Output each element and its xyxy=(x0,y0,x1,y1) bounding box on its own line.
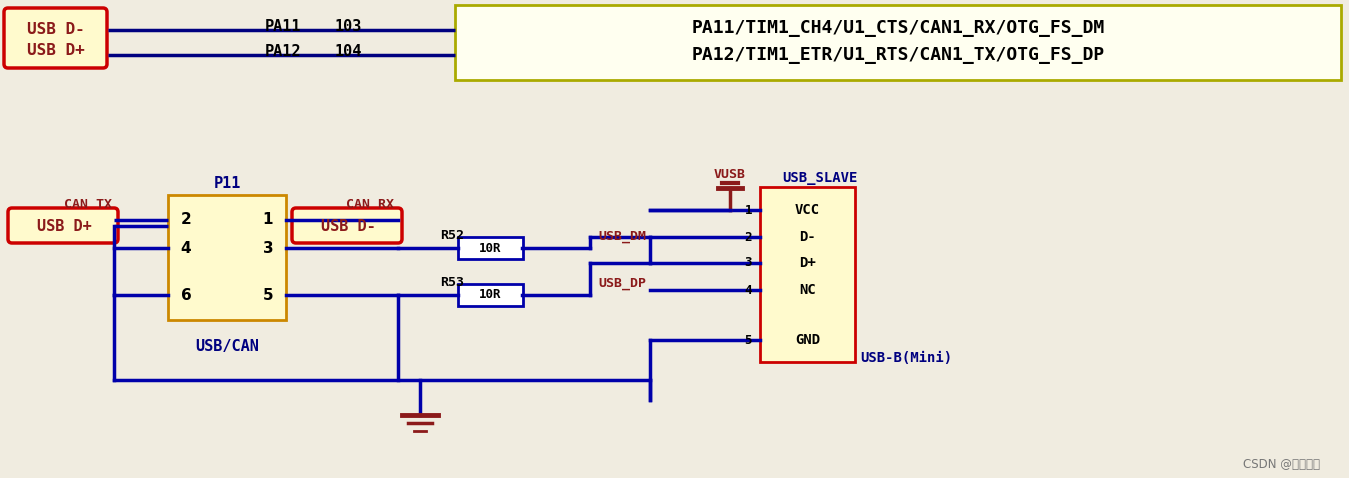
Bar xyxy=(759,187,855,362)
Text: 4: 4 xyxy=(745,283,751,296)
Text: VUSB: VUSB xyxy=(714,169,746,182)
Text: 1: 1 xyxy=(745,204,751,217)
Text: CAN RX: CAN RX xyxy=(345,198,394,211)
Text: USB-B(Mini): USB-B(Mini) xyxy=(861,351,952,365)
Text: USB_SLAVE: USB_SLAVE xyxy=(782,171,858,185)
Text: PA11/TIM1_CH4/U1_CTS/CAN1_RX/OTG_FS_DM: PA11/TIM1_CH4/U1_CTS/CAN1_RX/OTG_FS_DM xyxy=(692,19,1105,37)
Bar xyxy=(459,237,523,259)
Text: 3: 3 xyxy=(745,257,751,270)
Text: 5: 5 xyxy=(745,334,751,347)
Text: P11: P11 xyxy=(213,175,240,191)
Text: 3: 3 xyxy=(263,240,274,256)
Bar xyxy=(455,5,1341,80)
Text: VCC: VCC xyxy=(795,203,820,217)
Text: USB/CAN: USB/CAN xyxy=(196,339,259,355)
FancyBboxPatch shape xyxy=(8,208,117,243)
Text: R53: R53 xyxy=(440,275,464,289)
Text: CSDN @羊羊冲冲: CSDN @羊羊冲冲 xyxy=(1242,458,1321,471)
Text: USB D+: USB D+ xyxy=(36,218,92,233)
Text: 10R: 10R xyxy=(479,241,502,254)
Text: USB_DM: USB_DM xyxy=(598,229,646,242)
Text: 103: 103 xyxy=(335,19,363,33)
Text: PA11: PA11 xyxy=(264,19,301,33)
Text: USB D-: USB D- xyxy=(321,218,375,233)
Text: 10R: 10R xyxy=(479,289,502,302)
Text: 6: 6 xyxy=(181,287,192,303)
Bar xyxy=(459,284,523,306)
Bar xyxy=(169,195,286,320)
Text: 2: 2 xyxy=(745,230,751,243)
Text: 5: 5 xyxy=(263,287,274,303)
Text: PA12: PA12 xyxy=(264,43,301,58)
Text: R52: R52 xyxy=(440,228,464,241)
Text: USB D-: USB D- xyxy=(27,22,85,36)
Text: D-: D- xyxy=(799,230,816,244)
Text: 4: 4 xyxy=(181,240,192,256)
Text: PA12/TIM1_ETR/U1_RTS/CAN1_TX/OTG_FS_DP: PA12/TIM1_ETR/U1_RTS/CAN1_TX/OTG_FS_DP xyxy=(692,46,1105,64)
Text: USB D+: USB D+ xyxy=(27,43,85,57)
Text: D+: D+ xyxy=(799,256,816,270)
Text: CAN TX: CAN TX xyxy=(63,198,112,211)
Text: NC: NC xyxy=(799,283,816,297)
Text: 2: 2 xyxy=(181,213,192,228)
FancyBboxPatch shape xyxy=(291,208,402,243)
FancyBboxPatch shape xyxy=(4,8,107,68)
Text: 1: 1 xyxy=(263,213,274,228)
Text: 104: 104 xyxy=(335,43,363,58)
Text: GND: GND xyxy=(795,333,820,347)
Text: USB_DP: USB_DP xyxy=(598,276,646,290)
